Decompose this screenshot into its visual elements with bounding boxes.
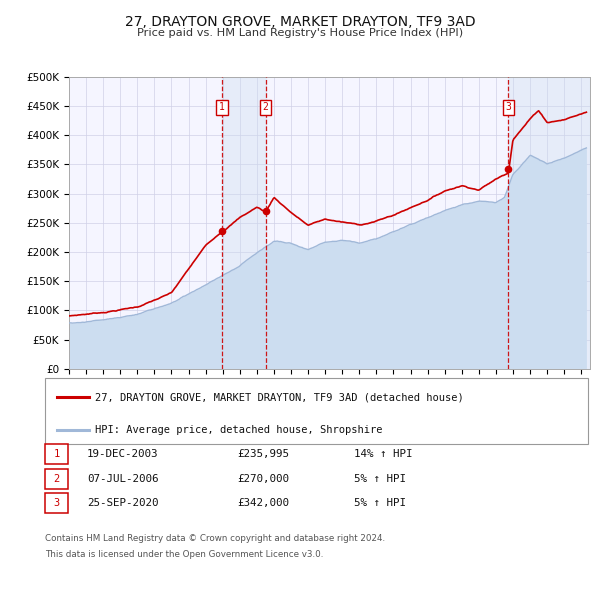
Text: 25-SEP-2020: 25-SEP-2020 <box>87 498 158 507</box>
Text: 3: 3 <box>505 103 511 112</box>
Text: 27, DRAYTON GROVE, MARKET DRAYTON, TF9 3AD (detached house): 27, DRAYTON GROVE, MARKET DRAYTON, TF9 3… <box>95 392 464 402</box>
Text: £235,995: £235,995 <box>237 450 289 459</box>
Text: Price paid vs. HM Land Registry's House Price Index (HPI): Price paid vs. HM Land Registry's House … <box>137 28 463 38</box>
Text: £342,000: £342,000 <box>237 498 289 507</box>
Text: 3: 3 <box>53 498 59 507</box>
Text: 19-DEC-2003: 19-DEC-2003 <box>87 450 158 459</box>
Bar <box>222 77 266 369</box>
Text: 2: 2 <box>263 103 269 112</box>
Text: 2: 2 <box>53 474 59 484</box>
Text: £270,000: £270,000 <box>237 474 289 484</box>
Text: HPI: Average price, detached house, Shropshire: HPI: Average price, detached house, Shro… <box>95 425 382 434</box>
Text: 5% ↑ HPI: 5% ↑ HPI <box>354 474 406 484</box>
Bar <box>508 77 590 369</box>
Text: 07-JUL-2006: 07-JUL-2006 <box>87 474 158 484</box>
Text: 27, DRAYTON GROVE, MARKET DRAYTON, TF9 3AD: 27, DRAYTON GROVE, MARKET DRAYTON, TF9 3… <box>125 15 475 29</box>
Text: Contains HM Land Registry data © Crown copyright and database right 2024.: Contains HM Land Registry data © Crown c… <box>45 533 385 543</box>
Text: 1: 1 <box>219 103 225 112</box>
Text: 14% ↑ HPI: 14% ↑ HPI <box>354 450 413 459</box>
Text: This data is licensed under the Open Government Licence v3.0.: This data is licensed under the Open Gov… <box>45 550 323 559</box>
Text: 5% ↑ HPI: 5% ↑ HPI <box>354 498 406 507</box>
Text: 1: 1 <box>53 450 59 459</box>
